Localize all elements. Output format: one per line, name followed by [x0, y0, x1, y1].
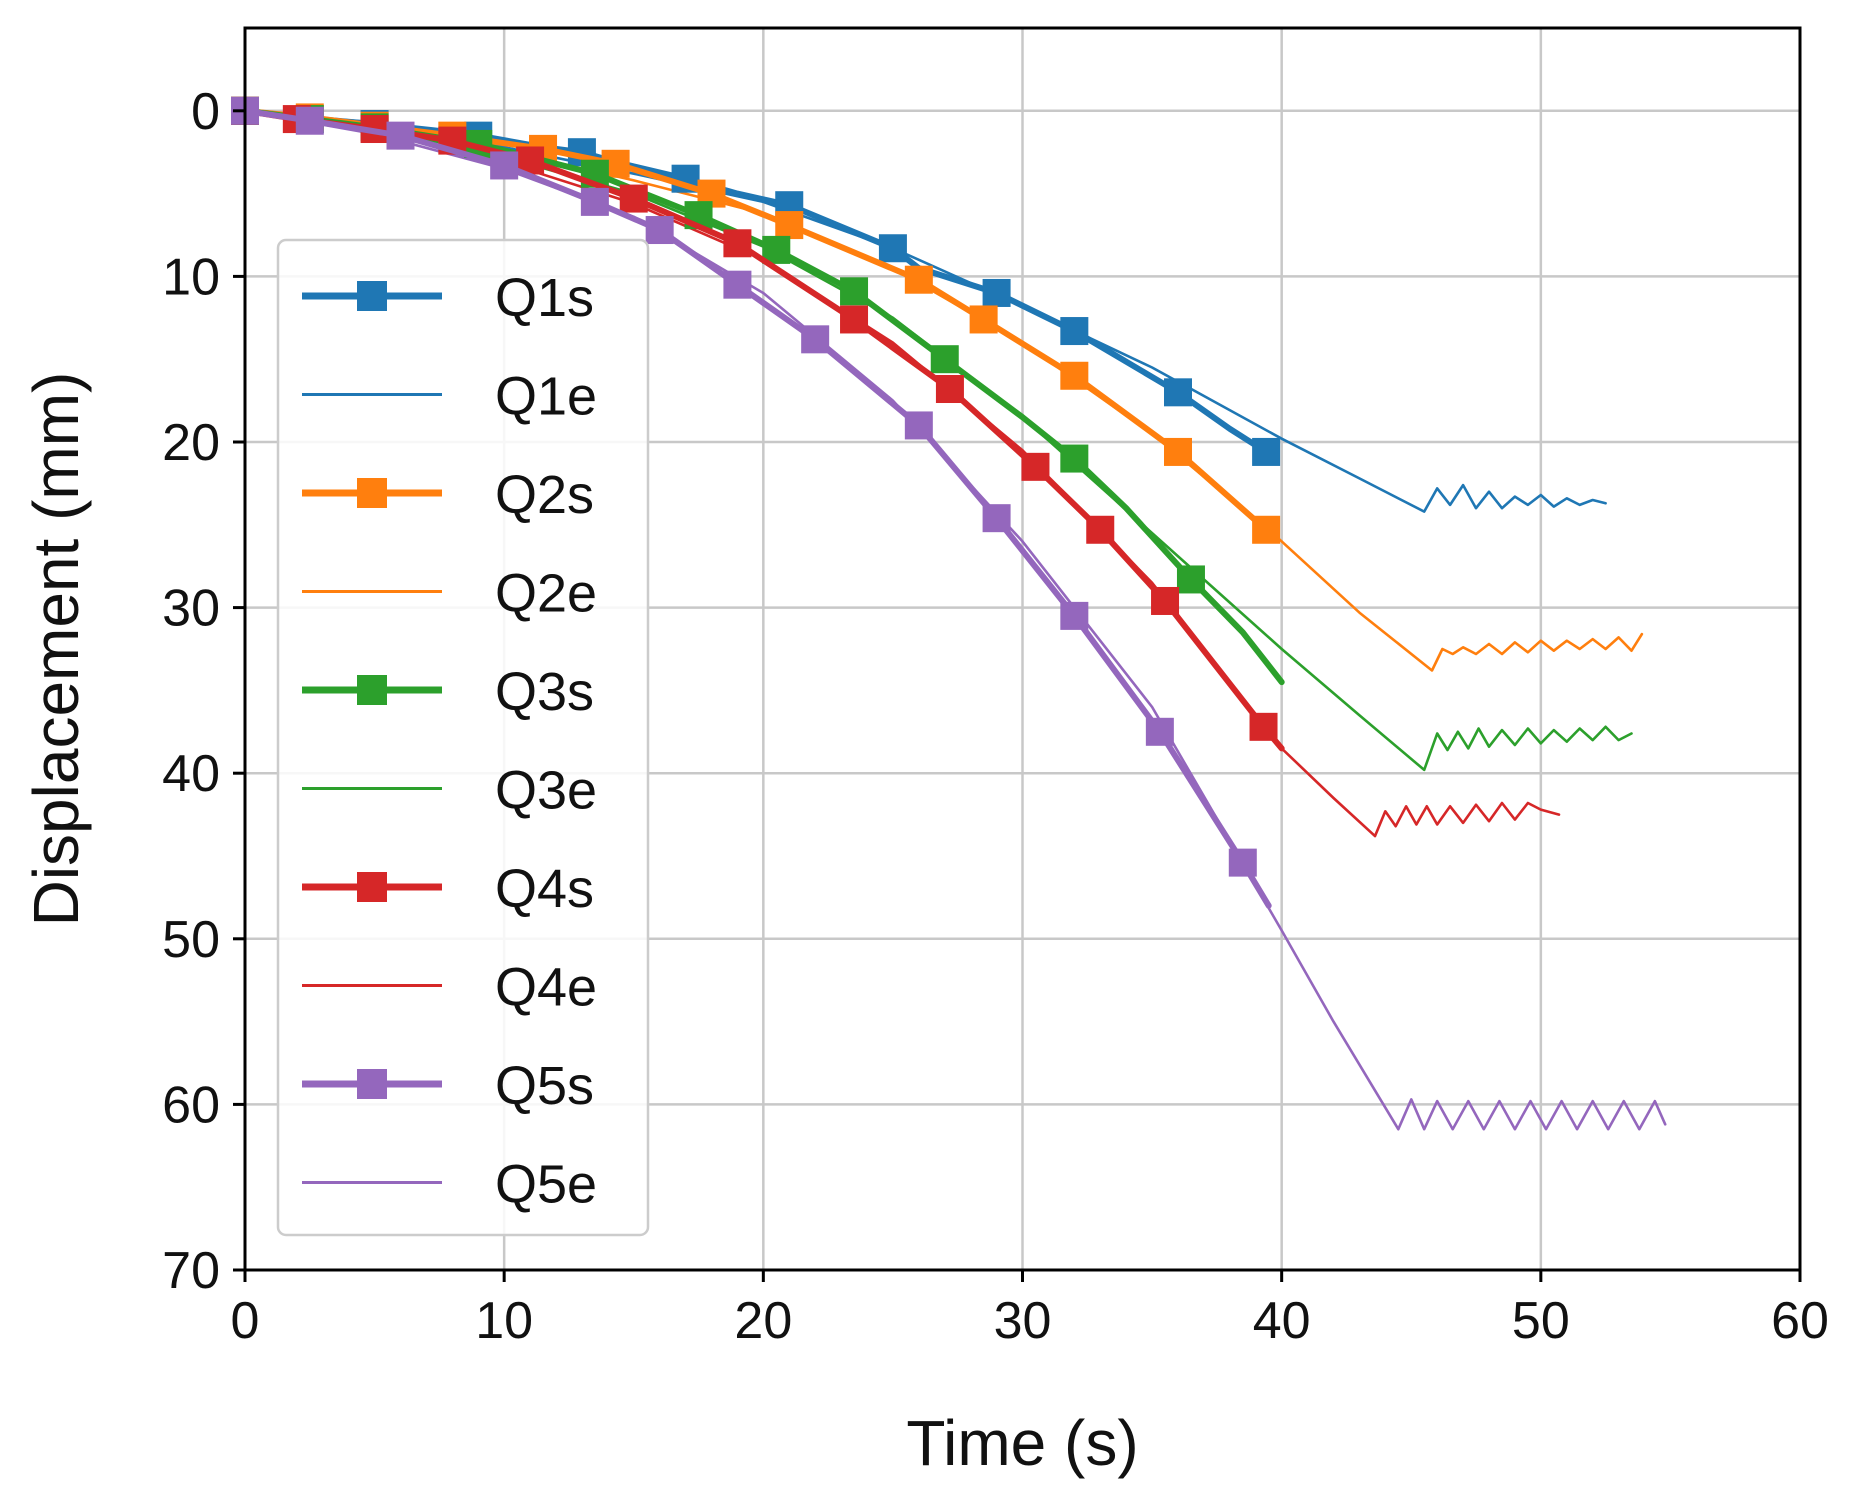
data-point-q4s	[935, 375, 964, 404]
y-tick-label: 40	[162, 745, 220, 803]
data-point-q3s	[1060, 444, 1089, 473]
legend-label-q5e: Q5e	[495, 1155, 597, 1215]
data-point-q4s	[1086, 515, 1115, 544]
data-point-q2s	[904, 265, 933, 294]
data-point-q4s	[723, 229, 752, 258]
axis-ticks: 0 10 20 30 40 50 60 0 10 20 30 40 50 60 70	[162, 83, 1829, 1350]
series-layer	[231, 96, 1667, 1131]
data-point-q5s	[295, 106, 324, 135]
data-point-q5s	[723, 270, 752, 299]
legend-label-q1s: Q1s	[495, 268, 594, 328]
legend-label-q2s: Q2s	[495, 465, 594, 525]
data-point-q3s	[930, 345, 959, 374]
x-tick-label: 10	[475, 1292, 533, 1350]
legend-label-q4e: Q4e	[495, 958, 597, 1018]
legend-marker-q3s	[357, 675, 387, 705]
legend-label-q4s: Q4s	[495, 859, 594, 919]
data-point-q4s	[1021, 452, 1050, 481]
data-point-q2s	[969, 305, 998, 334]
data-point-q5s	[386, 121, 415, 150]
data-point-q5s	[580, 187, 609, 216]
x-axis-label: Time (s)	[906, 1407, 1138, 1479]
legend-marker-q4s	[357, 872, 387, 902]
y-tick-label: 30	[162, 580, 220, 638]
legend: Q1s Q1e Q2s Q2e Q3s Q3e Q4s Q4e Q5s Q5e	[276, 238, 650, 1237]
legend-item-q5s: Q5s	[302, 1056, 594, 1116]
x-tick-label: 0	[231, 1292, 260, 1350]
legend-item-q3e: Q3e	[302, 761, 597, 821]
data-point-q1s	[1060, 317, 1089, 346]
data-point-q2s	[1164, 437, 1192, 466]
x-tick-label: 30	[994, 1292, 1052, 1350]
data-point-q5s	[490, 151, 519, 180]
legend-marker-q1s	[357, 281, 387, 311]
legend-item-q1e: Q1e	[302, 367, 597, 427]
legend-label-q5s: Q5s	[495, 1056, 594, 1116]
legend-item-q2s: Q2s	[302, 465, 594, 525]
legend-marker-q5s	[357, 1069, 387, 1099]
x-tick-label: 50	[1512, 1292, 1570, 1350]
y-tick-label: 20	[162, 414, 220, 472]
data-point-q4s	[1249, 712, 1278, 741]
data-point-q3s	[1176, 565, 1205, 594]
data-point-q2s	[1060, 361, 1089, 390]
x-tick-label: 40	[1253, 1292, 1311, 1350]
legend-item-q2e: Q2e	[302, 564, 597, 624]
legend-item-q4s: Q4s	[302, 859, 594, 919]
data-point-q5s	[982, 504, 1011, 533]
data-point-q1s	[982, 278, 1011, 307]
data-point-q5s	[801, 325, 830, 354]
y-tick-label: 70	[162, 1242, 220, 1300]
legend-label-q1e: Q1e	[495, 367, 597, 427]
y-axis-label: Displacement (mm)	[20, 372, 92, 927]
series-q5s	[231, 96, 1272, 909]
series-line-q5s	[242, 107, 1272, 909]
x-tick-label: 20	[734, 1292, 792, 1350]
legend-item-q1s: Q1s	[302, 268, 594, 328]
data-point-q3s	[840, 277, 869, 306]
data-point-q1s	[878, 234, 907, 263]
data-point-q2s	[1252, 515, 1281, 544]
legend-item-q4e: Q4e	[302, 958, 597, 1018]
y-tick-label: 10	[162, 248, 220, 306]
legend-label-q3e: Q3e	[495, 761, 597, 821]
data-point-q4s	[1151, 586, 1180, 615]
y-tick-label: 60	[162, 1076, 220, 1134]
data-point-q1s	[1164, 378, 1192, 407]
series-q3e	[243, 109, 1633, 772]
x-tick-label: 60	[1771, 1292, 1829, 1350]
data-point-q2s	[775, 211, 804, 240]
data-point-q5s	[904, 411, 933, 440]
data-point-q5s	[1145, 717, 1174, 746]
y-tick-label: 50	[162, 911, 220, 969]
series-line-q3e	[243, 109, 1633, 772]
legend-item-q5e: Q5e	[302, 1155, 597, 1215]
data-point-q1s	[1252, 437, 1281, 466]
y-tick-label: 0	[191, 83, 220, 141]
data-point-q5s	[645, 216, 674, 245]
data-point-q5s	[1228, 848, 1257, 877]
legend-label-q3s: Q3s	[495, 662, 594, 722]
data-point-q4s	[619, 184, 648, 213]
legend-item-q3s: Q3s	[302, 662, 594, 722]
data-point-q4s	[840, 305, 869, 334]
legend-label-q2e: Q2e	[495, 564, 597, 624]
data-point-q5s	[1060, 601, 1089, 630]
legend-marker-q2s	[357, 478, 387, 508]
